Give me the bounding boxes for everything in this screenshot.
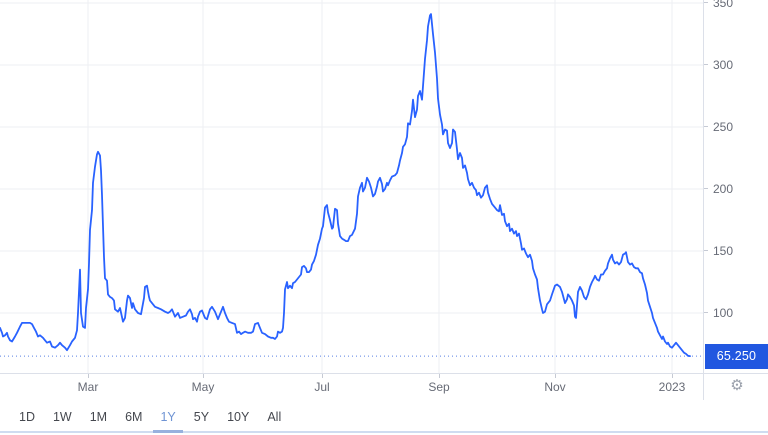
range-button-1d[interactable]: 1D xyxy=(12,400,42,433)
plot-area[interactable]: 65.250 100 150 200 250 300 350 xyxy=(0,0,768,400)
range-button-all[interactable]: All xyxy=(260,400,288,433)
range-button-6m[interactable]: 6M xyxy=(118,400,149,433)
y-tick-label: 200 xyxy=(713,181,734,196)
toolbar-bottom-border xyxy=(0,431,768,433)
x-tick-label: 2023 xyxy=(658,380,686,394)
y-tick-label: 100 xyxy=(713,305,734,320)
y-tick-mark xyxy=(704,312,708,314)
range-toolbar: 1D 1W 1M 6M 1Y 5Y 10Y All xyxy=(0,400,768,433)
x-tick-mark xyxy=(202,374,204,378)
y-tick-mark xyxy=(704,188,708,190)
x-tick-mark xyxy=(554,374,556,378)
y-tick-mark xyxy=(704,250,708,252)
y-tick-label: 250 xyxy=(713,119,734,134)
x-tick-label: Jul xyxy=(314,380,330,394)
y-tick-mark xyxy=(704,64,708,66)
y-axis[interactable]: 65.250 100 150 200 250 300 350 xyxy=(703,0,768,400)
y-tick-mark xyxy=(704,2,708,4)
x-tick-mark xyxy=(321,374,323,378)
price-chart-svg[interactable] xyxy=(0,0,703,373)
x-tick-mark xyxy=(438,374,440,378)
range-button-10y[interactable]: 10Y xyxy=(220,400,256,433)
y-tick-mark xyxy=(704,126,708,128)
x-tick-mark xyxy=(87,374,89,378)
range-button-1w[interactable]: 1W xyxy=(46,400,79,433)
last-price-label: 65.250 xyxy=(705,343,768,369)
y-tick-label: 300 xyxy=(713,57,734,72)
range-button-1m[interactable]: 1M xyxy=(83,400,114,433)
x-tick-mark xyxy=(671,374,673,378)
range-button-1y[interactable]: 1Y xyxy=(153,400,184,433)
price-series-line xyxy=(0,13,691,358)
x-axis[interactable]: ⚙ Mar May Jul Sep Nov 2023 xyxy=(0,373,768,401)
y-tick-label: 350 xyxy=(713,0,734,10)
x-tick-label: Nov xyxy=(544,380,566,394)
axis-border-segment xyxy=(703,374,704,401)
x-tick-label: May xyxy=(191,380,215,394)
x-tick-label: Mar xyxy=(77,380,99,394)
range-button-5y[interactable]: 5Y xyxy=(187,400,216,433)
x-tick-label: Sep xyxy=(428,380,450,394)
settings-gear-icon[interactable]: ⚙ xyxy=(730,377,744,394)
y-tick-label: 150 xyxy=(713,243,734,258)
